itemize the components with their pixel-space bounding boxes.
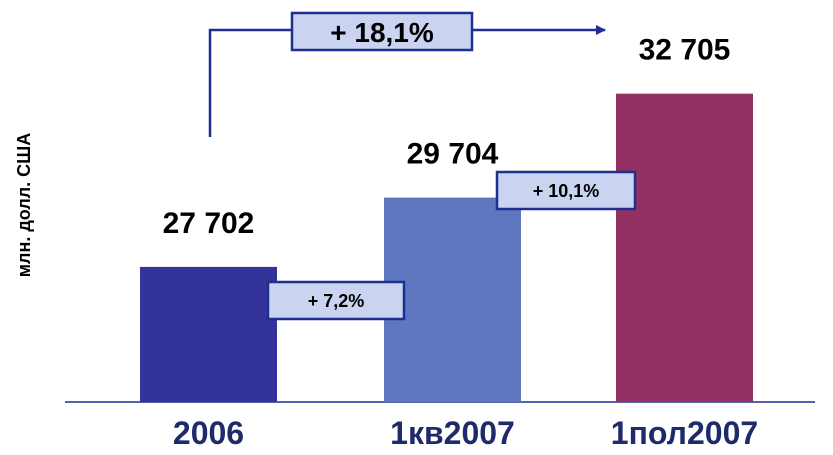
category-label-1pol2007: 1пол2007 [611,415,758,451]
value-label-1kv2007: 29 704 [407,138,499,171]
growth-badge-1 [266,280,406,321]
value-label-2006: 27 702 [163,207,255,240]
growth-badge-2 [495,170,637,211]
value-label-1pol2007: 32 705 [639,34,731,67]
y-axis-label: млн. долл. США [14,133,34,278]
overall-growth-arrow [208,30,605,137]
bar-2006 [140,266,277,402]
overall-growth-label: + 18,1% [330,17,434,48]
growth-label-1: + 7,2% [308,291,365,311]
overall-growth-badge [290,11,474,52]
category-label-2006: 2006 [173,415,244,451]
growth-label-2: + 10,1% [533,181,600,201]
category-label-1kv2007: 1кв2007 [390,415,515,451]
bar-1pol2007 [616,93,753,403]
bar-1kv2007 [384,197,521,402]
